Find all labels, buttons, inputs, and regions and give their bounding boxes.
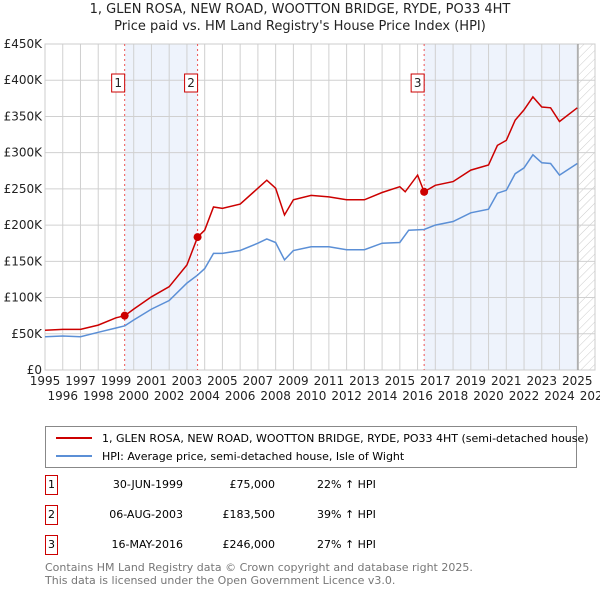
sale-price: £183,500 <box>222 508 276 521</box>
forecast-hatch <box>579 44 595 370</box>
x-tick-label: 1998 <box>83 389 114 403</box>
chart-title: 1, GLEN ROSA, NEW ROAD, WOOTTON BRIDGE, … <box>89 2 511 17</box>
x-tick-label: 2010 <box>296 389 327 403</box>
legend-property-label: 1, GLEN ROSA, NEW ROAD, WOOTTON BRIDGE, … <box>102 431 589 445</box>
sale-price: £75,000 <box>229 478 276 491</box>
x-tick-label: 2022 <box>509 389 540 403</box>
sale-hpi-diff: 39% ↑ HPI <box>317 508 376 521</box>
x-tick-label: 1997 <box>65 374 96 388</box>
series-line <box>44 95 578 331</box>
sale-row: 3 16-MAY-2016 £246,000 27% ↑ HPI <box>45 535 445 555</box>
x-tick-label: 2021 <box>491 374 522 388</box>
x-tick-label: 2017 <box>420 374 451 388</box>
sale-date: 16-MAY-2016 <box>111 538 183 551</box>
x-tick-label: 1996 <box>47 389 78 403</box>
x-tick-label: 2012 <box>331 389 362 403</box>
x-tick-label: 2005 <box>207 374 238 388</box>
y-tick-label: £200K <box>4 218 44 232</box>
footer-copyright: Contains HM Land Registry data © Crown c… <box>45 561 473 574</box>
x-tick-label: 2006 <box>225 389 256 403</box>
sale-label-box <box>111 73 126 93</box>
footer: Contains HM Land Registry data © Crown c… <box>45 561 473 587</box>
x-tick-label: 2004 <box>189 389 220 403</box>
chart-subtitle: Price paid vs. HM Land Registry's House … <box>114 19 486 34</box>
y-tick-label: £400K <box>4 73 44 87</box>
y-tick-label: £150K <box>4 254 44 268</box>
sale-label-box <box>410 73 425 93</box>
sale-label-box <box>184 73 199 93</box>
legend-blue-line <box>56 455 92 457</box>
x-tick-label: 2020 <box>473 389 504 403</box>
x-tick-label: 2011 <box>314 374 345 388</box>
sale-hpi-diff: 22% ↑ HPI <box>317 478 376 491</box>
shaded-range <box>424 44 578 370</box>
x-tick-label: 2014 <box>367 389 398 403</box>
sale-row: 1 30-JUN-1999 £75,000 22% ↑ HPI <box>45 475 445 495</box>
x-tick-label: 1999 <box>101 374 132 388</box>
x-tick-label: 2009 <box>278 374 309 388</box>
sale-hpi-diff: 27% ↑ HPI <box>317 538 376 551</box>
sale-date: 30-JUN-1999 <box>112 478 183 491</box>
sale-point <box>193 233 202 242</box>
x-tick-label: 2000 <box>118 389 149 403</box>
y-tick-label: £300K <box>4 146 44 160</box>
x-tick-label: 2026 <box>580 389 600 403</box>
y-tick-label: £100K <box>4 291 44 305</box>
legend-hpi-label: HPI: Average price, semi-detached house,… <box>102 449 405 463</box>
x-tick-label: 2025 <box>562 374 593 388</box>
x-tick-label: 2016 <box>402 389 433 403</box>
x-tick-label: 2002 <box>154 389 185 403</box>
x-tick-label: 2019 <box>456 374 487 388</box>
sale-marker: 3 <box>45 535 58 555</box>
sale-label: 1 <box>114 76 122 90</box>
x-tick-label: 2015 <box>385 374 416 388</box>
legend: 1, GLEN ROSA, NEW ROAD, WOOTTON BRIDGE, … <box>45 426 589 468</box>
x-tick-label: 2003 <box>172 374 203 388</box>
price-chart: 1995199619971998199920002001200220032004… <box>4 37 600 403</box>
legend-red-line <box>56 437 92 439</box>
sale-label: 2 <box>187 76 195 90</box>
x-tick-label: 2001 <box>136 374 167 388</box>
y-tick-label: £50K <box>11 327 43 341</box>
x-tick-label: 1995 <box>30 374 61 388</box>
sale-label: 3 <box>414 76 422 90</box>
sale-marker: 1 <box>45 475 58 495</box>
x-tick-label: 2023 <box>527 374 558 388</box>
sale-row: 2 06-AUG-2003 £183,500 39% ↑ HPI <box>45 505 445 525</box>
y-tick-label: £450K <box>4 37 44 51</box>
x-tick-label: 2024 <box>544 389 575 403</box>
sale-marker: 2 <box>45 505 58 525</box>
sale-price: £246,000 <box>222 538 276 551</box>
shaded-range <box>124 44 198 370</box>
y-tick-label: £350K <box>4 109 44 123</box>
footer-licence: This data is licensed under the Open Gov… <box>45 574 396 587</box>
y-tick-label: £0 <box>27 363 42 377</box>
x-tick-label: 2008 <box>260 389 291 403</box>
series-line <box>44 153 578 338</box>
x-tick-label: 2013 <box>349 374 380 388</box>
plot-border <box>44 43 596 371</box>
x-tick-label: 2018 <box>438 389 469 403</box>
y-tick-label: £250K <box>4 182 44 196</box>
sale-point <box>120 311 129 320</box>
sale-date: 06-AUG-2003 <box>109 508 183 521</box>
x-tick-label: 2007 <box>243 374 274 388</box>
sale-point <box>420 187 429 196</box>
